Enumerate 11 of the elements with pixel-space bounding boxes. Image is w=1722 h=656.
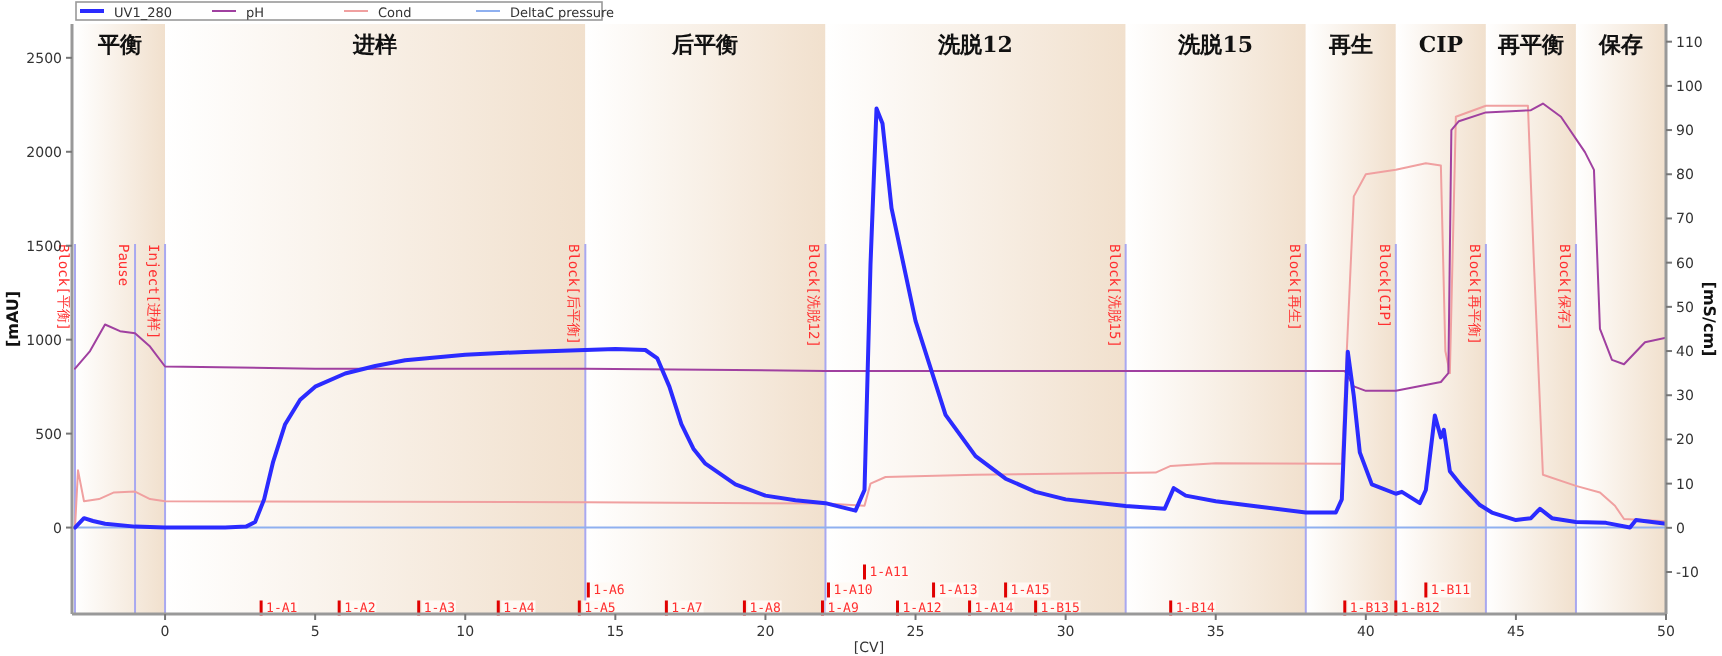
band-label: CIP [1418, 32, 1464, 58]
band-label: 洗脱12 [936, 32, 1013, 58]
y-axis-title: [mAU] [4, 290, 22, 348]
band-label: 保存 [1596, 32, 1643, 58]
band-label: 再生 [1326, 32, 1373, 58]
band-label: 平衡 [96, 32, 143, 58]
band-label: 后平衡 [670, 32, 739, 58]
y2-axis-title: [mS/cm] [1700, 281, 1718, 357]
band-label: 进样 [351, 32, 398, 58]
band-label: 再平衡 [1495, 32, 1564, 58]
band-label: 洗脱15 [1176, 32, 1254, 58]
